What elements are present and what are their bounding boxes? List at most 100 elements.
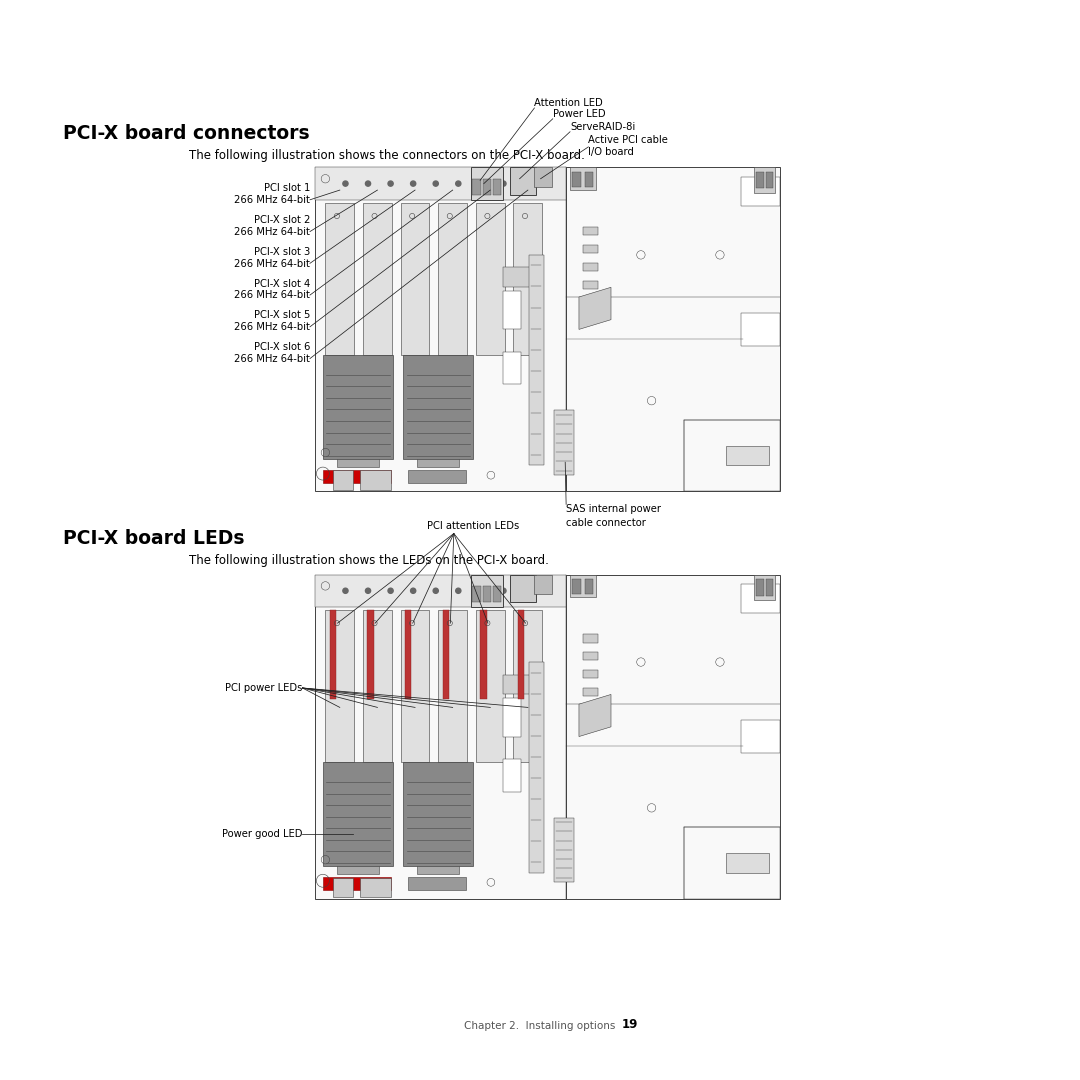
Bar [583, 264, 598, 271]
Bar [583, 634, 598, 643]
Text: PCI-X board LEDs: PCI-X board LEDs [63, 529, 244, 549]
Bar [408, 877, 465, 890]
Circle shape [478, 181, 484, 186]
Bar [584, 172, 594, 187]
Bar [583, 652, 598, 660]
Bar [323, 877, 391, 890]
Bar [325, 610, 354, 762]
Bar [503, 759, 521, 792]
Bar [584, 579, 594, 594]
Text: SAS internal power: SAS internal power [566, 504, 661, 514]
Bar [361, 877, 391, 896]
Circle shape [342, 589, 348, 593]
Text: PCI-X slot 4: PCI-X slot 4 [254, 279, 310, 288]
Bar [741, 720, 780, 753]
Circle shape [365, 181, 370, 186]
Polygon shape [579, 287, 611, 329]
Text: PCI-X slot 6: PCI-X slot 6 [254, 342, 310, 352]
Text: The following illustration shows the LEDs on the PCI-X board.: The following illustration shows the LED… [189, 554, 549, 567]
Bar [476, 203, 504, 355]
Text: Chapter 2.  Installing options: Chapter 2. Installing options [464, 1022, 616, 1031]
Bar [684, 827, 780, 899]
Text: PCI slot 1: PCI slot 1 [264, 184, 310, 193]
Bar [534, 167, 552, 187]
Bar [333, 471, 353, 490]
Bar [534, 575, 552, 594]
Bar [741, 177, 780, 206]
Text: PCI attention LEDs: PCI attention LEDs [427, 522, 519, 531]
Circle shape [501, 181, 507, 186]
Bar [323, 355, 393, 459]
Text: Attention LED: Attention LED [535, 98, 603, 108]
Bar [554, 410, 573, 475]
Bar [363, 610, 392, 762]
Bar [405, 610, 411, 699]
Bar [503, 268, 541, 287]
Bar [528, 662, 543, 873]
Bar [754, 575, 775, 600]
Bar [684, 420, 780, 491]
Bar [438, 610, 467, 762]
Circle shape [456, 181, 461, 186]
Bar [503, 352, 521, 384]
Circle shape [410, 181, 416, 186]
Bar [727, 853, 769, 873]
Bar [483, 178, 491, 194]
Text: PCI-X board connectors: PCI-X board connectors [63, 124, 309, 144]
Text: 266 MHz 64-bit: 266 MHz 64-bit [234, 195, 310, 205]
Circle shape [388, 181, 393, 186]
Bar [554, 818, 573, 882]
Bar [570, 167, 596, 190]
Bar [403, 762, 473, 866]
Bar [417, 459, 459, 467]
Bar [754, 167, 775, 193]
Bar [323, 471, 391, 484]
Bar [323, 762, 393, 866]
Text: PCI-X slot 2: PCI-X slot 2 [254, 215, 310, 225]
Circle shape [410, 589, 416, 593]
Bar [315, 575, 566, 899]
Bar [471, 575, 503, 607]
Bar [570, 575, 596, 597]
Circle shape [456, 589, 461, 593]
Bar [472, 178, 482, 194]
Bar [438, 203, 467, 355]
Bar [766, 579, 773, 596]
Bar [511, 167, 536, 194]
Text: ServeRAID-8i: ServeRAID-8i [570, 122, 635, 132]
Bar [583, 245, 598, 253]
Bar [443, 610, 449, 699]
Circle shape [433, 589, 438, 593]
Bar [337, 866, 379, 875]
Bar [566, 575, 780, 899]
Bar [571, 172, 581, 187]
Text: 266 MHz 64-bit: 266 MHz 64-bit [234, 354, 310, 364]
Bar [367, 610, 374, 699]
Bar [756, 173, 764, 189]
Bar [315, 167, 566, 200]
Bar [471, 167, 503, 200]
Bar [583, 688, 598, 696]
Bar [325, 203, 354, 355]
Bar [566, 167, 780, 491]
Bar [503, 675, 541, 694]
Bar [492, 585, 501, 603]
Bar [401, 610, 430, 762]
Bar [727, 446, 769, 465]
Text: PCI-X slot 5: PCI-X slot 5 [254, 310, 310, 321]
Bar [481, 610, 486, 699]
Bar [403, 355, 473, 459]
Circle shape [501, 589, 507, 593]
Bar [756, 579, 764, 596]
Bar [472, 585, 482, 603]
Bar [363, 203, 392, 355]
Text: PCI power LEDs: PCI power LEDs [225, 683, 302, 693]
Bar [571, 579, 581, 594]
Text: 19: 19 [622, 1018, 638, 1031]
Bar [583, 281, 598, 289]
Bar [766, 173, 773, 189]
Text: Active PCI cable: Active PCI cable [589, 135, 669, 145]
Bar [503, 291, 521, 329]
Text: Power LED: Power LED [553, 109, 606, 119]
Bar [401, 203, 430, 355]
